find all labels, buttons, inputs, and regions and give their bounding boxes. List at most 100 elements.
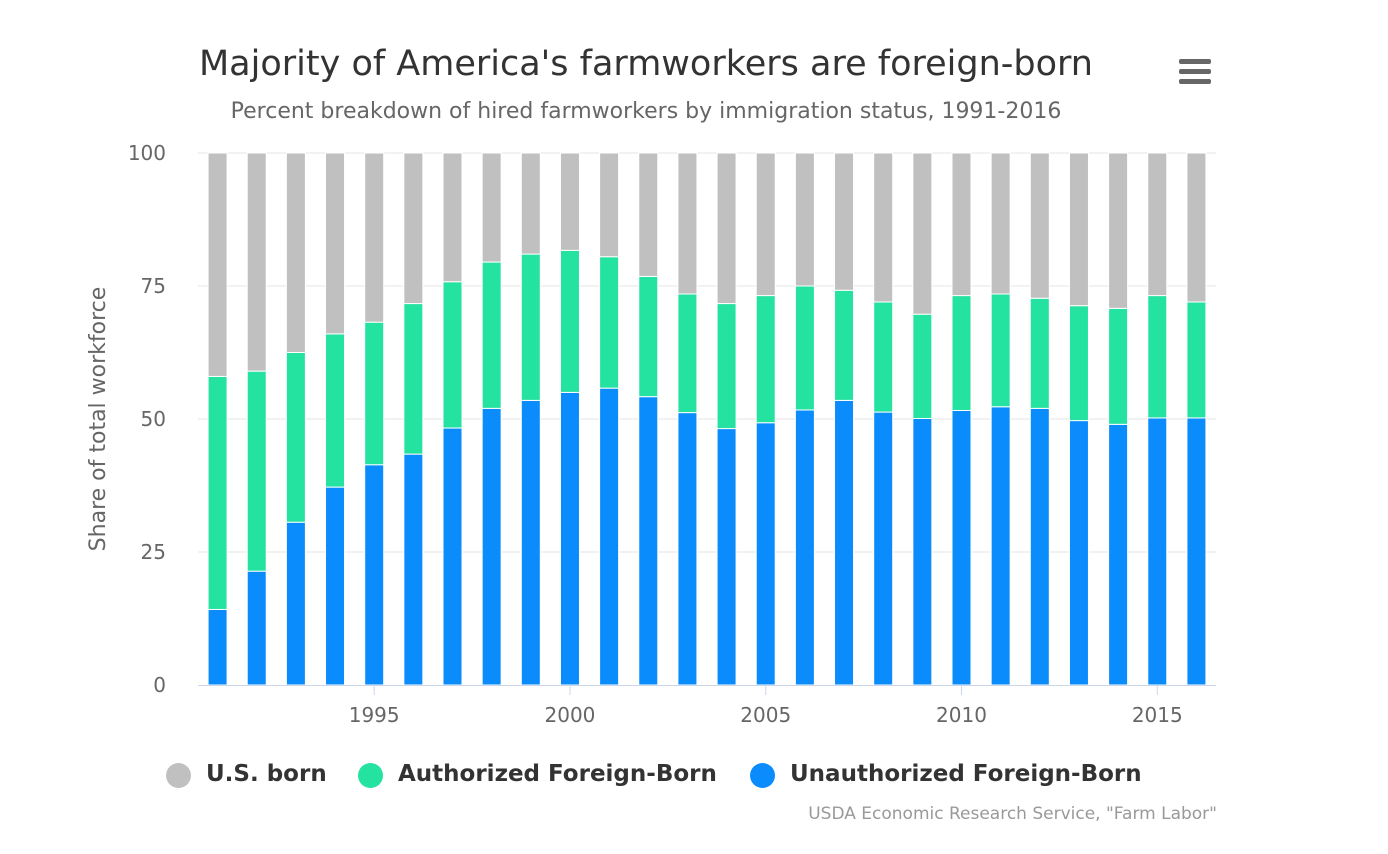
legend-dot-icon [166, 763, 191, 788]
bar-segment[interactable] [246, 152, 267, 372]
bar-segment[interactable] [638, 396, 659, 686]
chart-subtitle: Percent breakdown of hired farmworkers b… [230, 99, 1062, 124]
bar-segment[interactable] [716, 303, 737, 430]
bar-segment[interactable] [285, 521, 306, 686]
bar-series [207, 152, 1207, 686]
bar-segment[interactable] [716, 428, 737, 686]
bar-segment[interactable] [1108, 307, 1129, 425]
bar-segment[interactable] [990, 293, 1011, 408]
bar-segment[interactable] [873, 411, 894, 686]
bar-segment[interactable] [638, 152, 659, 277]
bar-segment[interactable] [442, 281, 463, 429]
x-tick-label: 2015 [1132, 703, 1183, 727]
bar-segment[interactable] [794, 285, 815, 411]
bar-segment[interactable] [1108, 152, 1129, 309]
bar-segment[interactable] [755, 152, 776, 297]
bar-segment[interactable] [1108, 423, 1129, 686]
bar-segment[interactable] [912, 313, 933, 419]
bar-segment[interactable] [520, 152, 541, 255]
bar-segment[interactable] [520, 253, 541, 401]
bar-segment[interactable] [1068, 305, 1089, 422]
legend-dot-icon [750, 763, 775, 788]
grid-lines [198, 152, 1216, 553]
bar-segment[interactable] [364, 321, 385, 466]
legend-dot-icon [358, 763, 383, 788]
bar-segment[interactable] [285, 352, 306, 523]
bar-segment[interactable] [481, 152, 502, 263]
bar-segment[interactable] [559, 152, 580, 251]
bar-segment[interactable] [1186, 152, 1207, 303]
credits-link[interactable]: USDA Economic Research Service, "Farm La… [808, 804, 1217, 824]
bar-segment[interactable] [677, 152, 698, 295]
axes: 0 25 50 75 100 1995 2000 2005 2010 2015 Share of t… [86, 141, 1216, 727]
bar-segment[interactable] [951, 295, 972, 411]
bar-segment[interactable] [1068, 152, 1089, 307]
chart-title: Majority of America's farmworkers are fo… [198, 44, 1093, 84]
bar-segment[interactable] [755, 295, 776, 424]
y-tick-label: 25 [141, 540, 166, 564]
bar-segment[interactable] [1068, 420, 1089, 686]
bar-segment[interactable] [1186, 417, 1207, 686]
y-tick-label: 50 [141, 407, 166, 431]
bar-segment[interactable] [990, 406, 1011, 686]
bar-segment[interactable] [677, 412, 698, 686]
bar-segment[interactable] [520, 399, 541, 686]
bar-segment[interactable] [1186, 301, 1207, 419]
bar-segment[interactable] [481, 261, 502, 409]
bar-segment[interactable] [481, 407, 502, 686]
bar-segment[interactable] [364, 152, 385, 323]
bar-segment[interactable] [599, 256, 620, 389]
bar-segment[interactable] [1147, 295, 1168, 419]
bar-segment[interactable] [677, 293, 698, 414]
x-tick-label: 2005 [740, 703, 791, 727]
bar-segment[interactable] [559, 391, 580, 686]
bar-segment[interactable] [207, 608, 228, 686]
bar-segment[interactable] [834, 289, 855, 401]
bar-segment[interactable] [1029, 152, 1050, 299]
bar-segment[interactable] [285, 152, 306, 353]
bar-segment[interactable] [794, 409, 815, 686]
bar-segment[interactable] [207, 375, 228, 610]
bar-segment[interactable] [638, 275, 659, 398]
bar-segment[interactable] [364, 464, 385, 686]
bar-segment[interactable] [207, 152, 228, 377]
bar-segment[interactable] [325, 486, 346, 686]
hamburger-menu-icon[interactable] [1172, 54, 1218, 94]
bar-segment[interactable] [246, 570, 267, 686]
bar-segment[interactable] [442, 152, 463, 283]
bar-segment[interactable] [599, 387, 620, 686]
y-tick-label: 0 [153, 673, 166, 697]
bar-segment[interactable] [951, 409, 972, 686]
x-tick-label: 2000 [545, 703, 596, 727]
bar-segment[interactable] [599, 152, 620, 258]
y-axis-title: Share of total workforce [86, 287, 111, 552]
bar-segment[interactable] [912, 152, 933, 315]
bar-segment[interactable] [873, 152, 894, 303]
bar-segment[interactable] [755, 422, 776, 686]
x-tick-label: 2010 [936, 703, 987, 727]
bar-segment[interactable] [403, 152, 424, 305]
bar-segment[interactable] [1029, 297, 1050, 409]
bar-segment[interactable] [834, 152, 855, 291]
bar-segment[interactable] [1147, 417, 1168, 686]
bar-segment[interactable] [990, 152, 1011, 295]
bar-segment[interactable] [403, 453, 424, 686]
bar-segment[interactable] [403, 303, 424, 455]
y-tick-label: 75 [141, 274, 166, 298]
bar-segment[interactable] [1029, 407, 1050, 686]
bar-segment[interactable] [834, 399, 855, 686]
bar-segment[interactable] [246, 370, 267, 572]
bar-segment[interactable] [794, 152, 815, 287]
bar-segment[interactable] [951, 152, 972, 297]
bar-segment[interactable] [559, 249, 580, 393]
bar-segment[interactable] [325, 152, 346, 335]
bar-segment[interactable] [442, 427, 463, 686]
x-tick-label: 1995 [349, 703, 400, 727]
y-tick-label: 100 [128, 141, 166, 165]
bar-segment[interactable] [873, 301, 894, 413]
bar-segment[interactable] [325, 333, 346, 488]
bar-segment[interactable] [912, 417, 933, 686]
bar-segment[interactable] [1147, 152, 1168, 297]
bar-segment[interactable] [716, 152, 737, 305]
